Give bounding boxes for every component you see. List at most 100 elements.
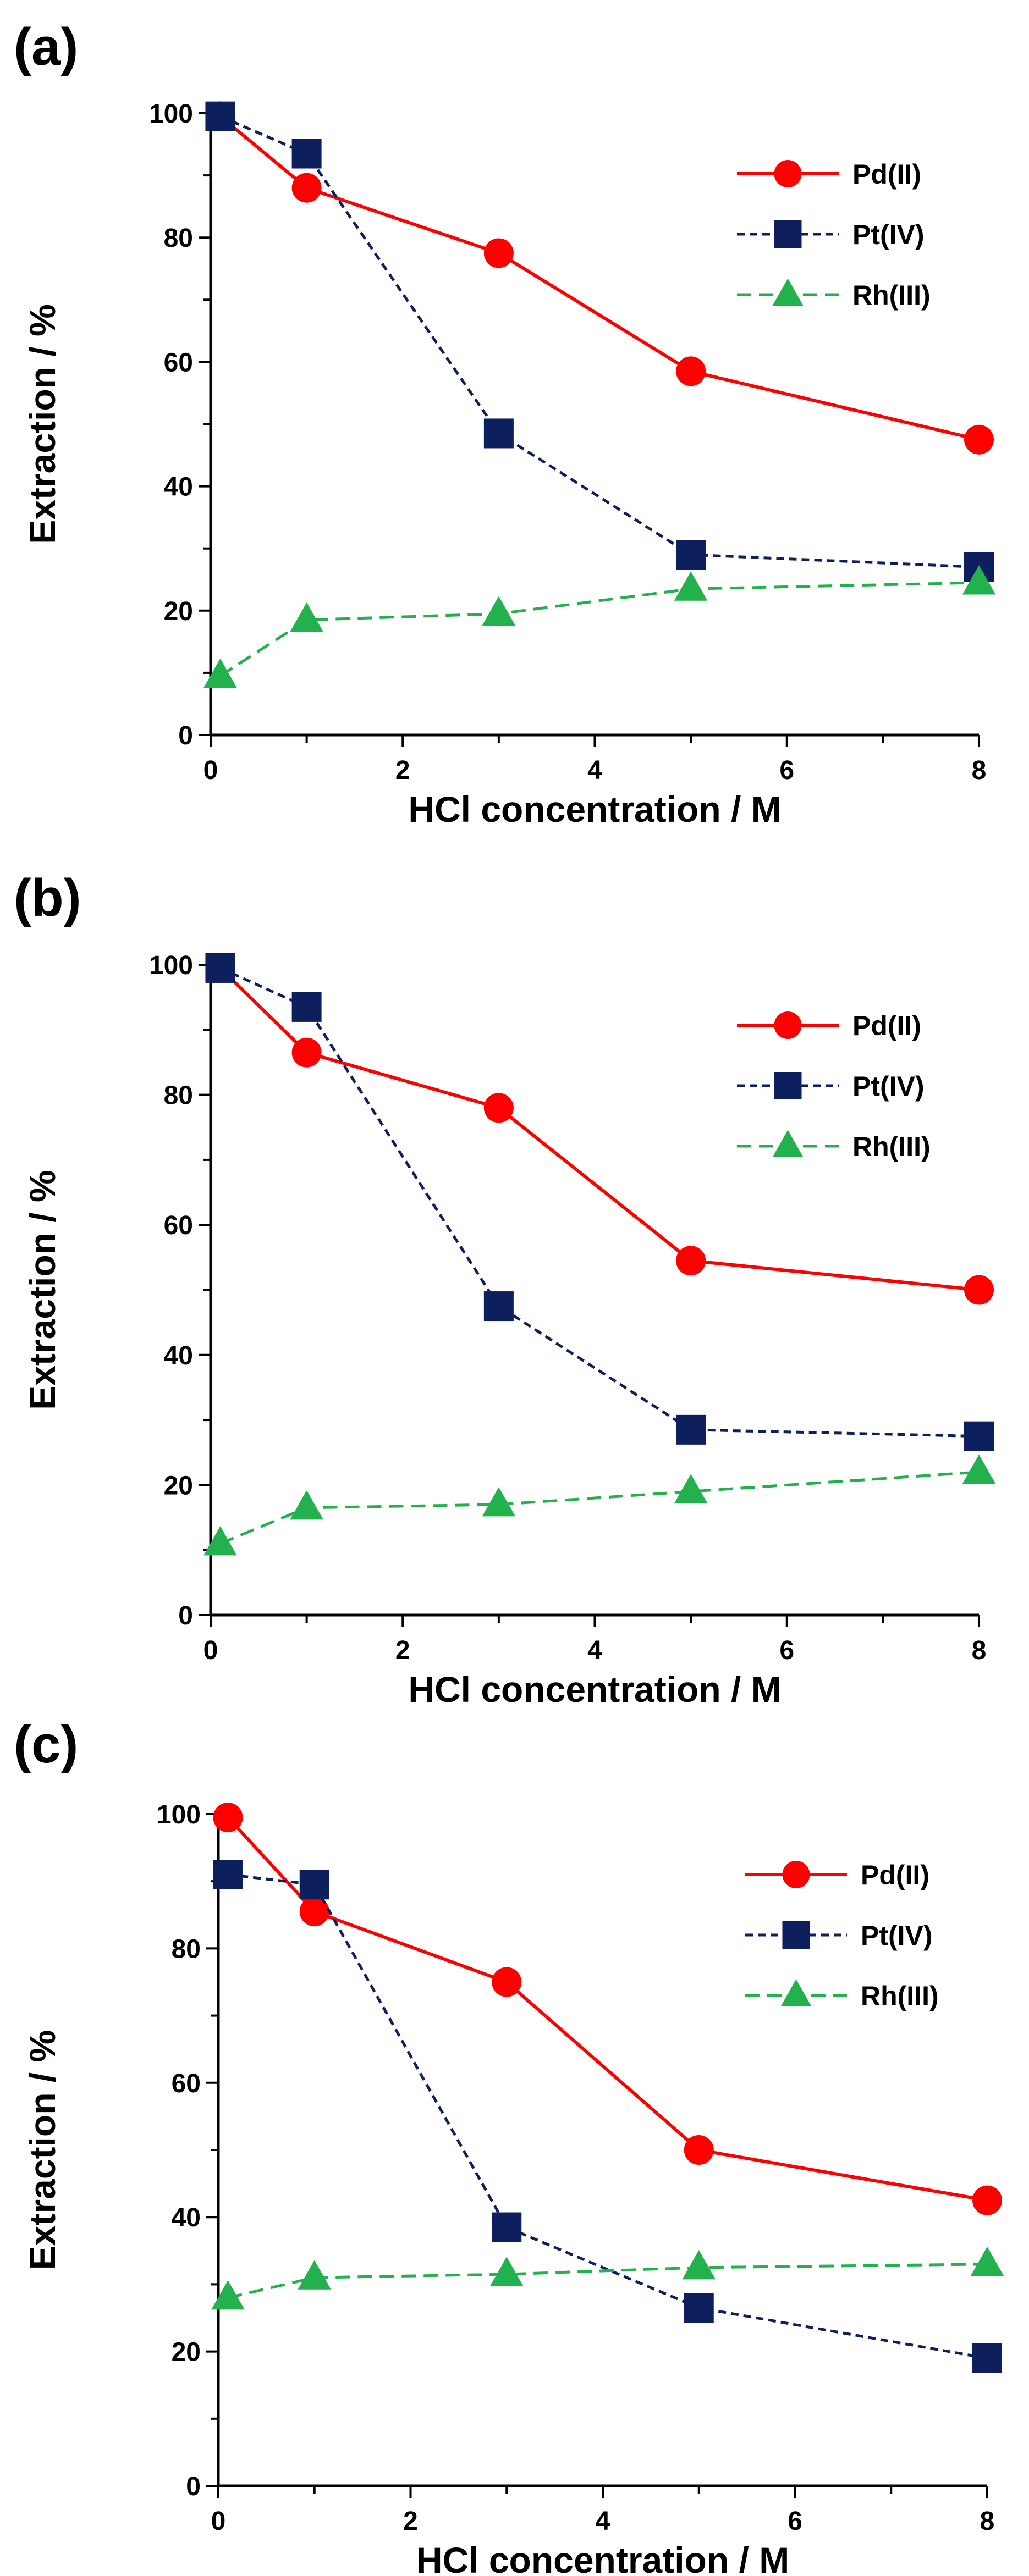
x-tick-label: 4: [596, 2507, 610, 2536]
data-point: [684, 2135, 714, 2165]
series-Pd(II): [205, 101, 994, 455]
legend-marker: [774, 1072, 802, 1099]
y-tick-label: 100: [149, 99, 193, 129]
data-point: [962, 1454, 996, 1484]
x-tick-label: 2: [395, 756, 410, 785]
x-tick-label: 2: [403, 2507, 418, 2536]
data-point: [492, 1967, 522, 1997]
data-point: [483, 1093, 514, 1123]
data-point: [682, 2250, 716, 2280]
legend-label: Rh(III): [852, 280, 931, 311]
y-tick-label: 40: [164, 1341, 193, 1370]
legend-item: Rh(III): [737, 1130, 931, 1162]
y-tick-label: 20: [164, 1471, 193, 1500]
legend-marker: [774, 220, 802, 248]
x-tick-label: 6: [779, 756, 794, 785]
panel-label: (b): [14, 869, 81, 927]
legend: Pd(II) Pt(IV) Rh(III): [737, 159, 931, 311]
x-tick-label: 0: [203, 756, 218, 785]
y-tick-label: 80: [164, 1081, 193, 1110]
x-tick-label: 0: [203, 1636, 218, 1665]
x-tick-label: 4: [587, 756, 602, 785]
legend-marker: [772, 1130, 804, 1157]
legend-label: Rh(III): [852, 1131, 931, 1162]
data-point: [676, 540, 706, 570]
x-axis-title: HCl concentration / M: [408, 1669, 781, 1710]
data-point: [490, 2257, 524, 2286]
legend-item: Pd(II): [737, 159, 921, 190]
data-point: [205, 953, 235, 983]
y-tick-label: 80: [172, 1934, 201, 1964]
data-point: [676, 356, 706, 386]
legend-item: Pd(II): [737, 1010, 921, 1041]
legend-item: Pt(IV): [737, 1071, 925, 1102]
data-point: [211, 2280, 245, 2310]
series-Pt(IV): [213, 1859, 1002, 2373]
y-axis-title: Extraction / %: [22, 304, 63, 544]
legend-marker: [774, 160, 802, 187]
legend-item: Rh(III): [745, 1979, 939, 2011]
y-tick-label: 60: [164, 1211, 193, 1240]
legend-label: Pd(II): [852, 159, 921, 190]
y-tick-label: 20: [172, 2338, 201, 2367]
data-point: [290, 1490, 323, 1520]
legend-marker: [782, 1921, 810, 1949]
data-point: [964, 424, 994, 455]
data-point: [676, 1246, 706, 1276]
panel-label: (c): [14, 1715, 78, 1774]
series-Rh(III): [211, 2246, 1004, 2310]
legend-item: Pt(IV): [745, 1920, 933, 1951]
y-tick-label: 100: [157, 1800, 201, 1829]
legend: Pd(II) Pt(IV) Rh(III): [737, 1010, 931, 1162]
series-Pt(IV): [205, 953, 994, 1451]
y-tick-label: 20: [164, 597, 193, 626]
legend-label: Pd(II): [852, 1010, 921, 1041]
data-point: [684, 2293, 714, 2323]
legend-marker: [782, 1861, 810, 1888]
data-point: [970, 2246, 1004, 2276]
y-tick-label: 80: [164, 224, 193, 253]
x-tick-label: 8: [980, 2507, 995, 2536]
chart-panel-b: (b) 0 20 40 60 80 100 0 2 4 6 8 HCl concentration / …: [14, 869, 996, 1710]
data-point: [962, 565, 996, 595]
data-point: [298, 2260, 331, 2290]
y-tick-label: 60: [172, 2069, 201, 2098]
legend-marker: [780, 1979, 812, 2006]
y-tick-label: 0: [178, 721, 193, 750]
series-line: [219, 966, 980, 1438]
y-tick-label: 100: [149, 951, 193, 980]
legend-marker: [774, 1011, 802, 1039]
data-point: [972, 2343, 1002, 2373]
legend-label: Pt(IV): [852, 1071, 925, 1102]
data-point: [291, 1037, 322, 1068]
data-point: [674, 1474, 708, 1503]
y-tick-label: 0: [178, 1601, 193, 1630]
legend-label: Pd(II): [861, 1860, 929, 1890]
data-point: [213, 1859, 243, 1889]
y-tick-label: 0: [186, 2472, 201, 2501]
data-point: [964, 1421, 994, 1451]
x-tick-label: 6: [779, 1636, 794, 1665]
data-point: [291, 173, 322, 203]
data-point: [299, 1870, 329, 1900]
legend-item: Pd(II): [745, 1860, 929, 1890]
chart-panel-c: (c) 0 20 40 60 80 100 0 2 4 6 8 HCl concentration / …: [14, 1715, 1004, 2576]
data-point: [972, 2185, 1002, 2215]
x-tick-label: 4: [587, 1636, 602, 1665]
data-point: [483, 1291, 514, 1322]
legend-label: Pt(IV): [861, 1920, 933, 1951]
legend-marker: [772, 278, 804, 306]
data-point: [291, 992, 322, 1022]
panel-label: (a): [14, 18, 78, 76]
x-axis-title: HCl concentration / M: [416, 2540, 789, 2576]
y-axis-title: Extraction / %: [22, 2030, 63, 2270]
legend: Pd(II) Pt(IV) Rh(III): [745, 1860, 939, 2011]
x-axis-title: HCl concentration / M: [408, 789, 781, 830]
data-point: [482, 596, 516, 626]
data-point: [483, 238, 514, 268]
data-point: [203, 658, 237, 688]
series-line: [228, 1873, 988, 2360]
y-axis-title: Extraction / %: [22, 1170, 63, 1409]
